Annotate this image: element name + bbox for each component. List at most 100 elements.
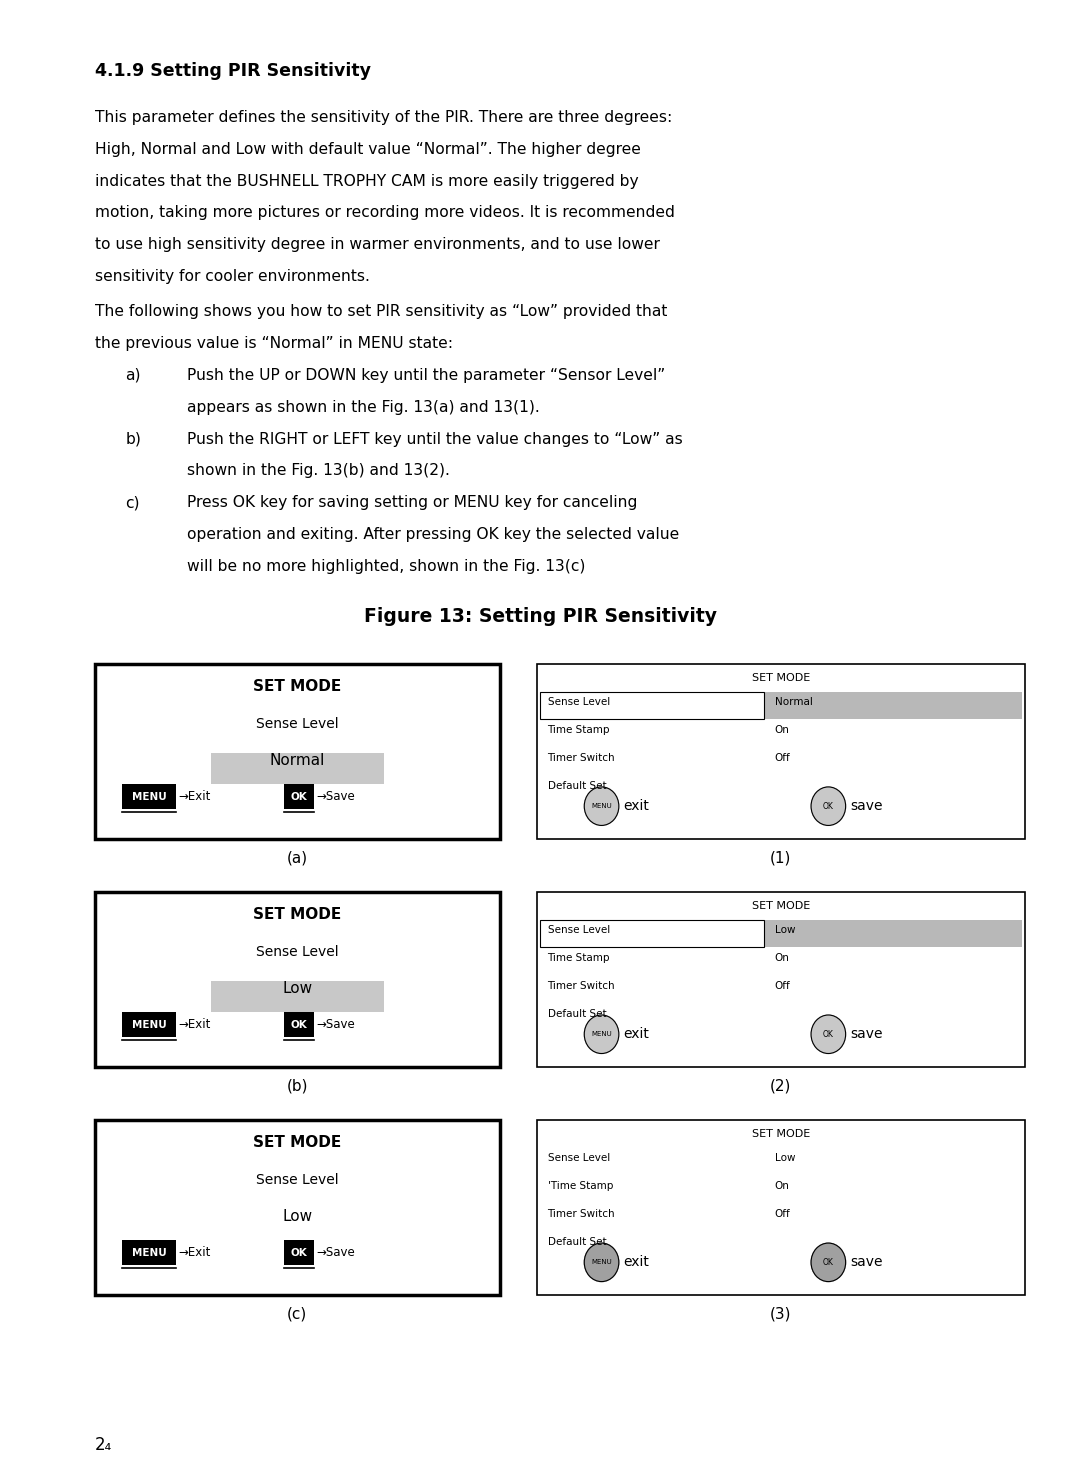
Text: MENU: MENU [591, 803, 612, 809]
Text: Sense Level: Sense Level [548, 1152, 610, 1163]
Text: Off: Off [774, 980, 791, 991]
Text: (2): (2) [770, 1078, 792, 1093]
Text: OK: OK [291, 1247, 308, 1257]
Text: →Save: →Save [316, 1246, 355, 1259]
Text: to use high sensitivity degree in warmer environments, and to use lower: to use high sensitivity degree in warmer… [95, 237, 660, 252]
Text: SET MODE: SET MODE [752, 900, 810, 911]
FancyBboxPatch shape [122, 1012, 176, 1037]
Text: OK: OK [291, 1019, 308, 1029]
Text: Low: Low [282, 980, 312, 995]
Text: →Exit: →Exit [178, 1017, 211, 1031]
Text: b): b) [125, 431, 141, 447]
FancyBboxPatch shape [211, 752, 383, 783]
FancyBboxPatch shape [95, 892, 500, 1066]
FancyBboxPatch shape [537, 663, 1025, 838]
Text: (1): (1) [770, 850, 792, 865]
Text: →Exit: →Exit [178, 1246, 211, 1259]
Text: Default Set: Default Set [548, 1009, 606, 1019]
Text: 4.1.9 Setting PIR Sensitivity: 4.1.9 Setting PIR Sensitivity [95, 62, 372, 80]
Text: Time Stamp: Time Stamp [548, 952, 610, 963]
Text: a): a) [125, 367, 140, 384]
Text: High, Normal and Low with default value “Normal”. The higher degree: High, Normal and Low with default value … [95, 142, 640, 157]
FancyBboxPatch shape [537, 892, 1025, 1066]
FancyBboxPatch shape [540, 920, 1022, 946]
Text: motion, taking more pictures or recording more videos. It is recommended: motion, taking more pictures or recordin… [95, 206, 675, 221]
Text: Normal: Normal [270, 752, 325, 767]
Text: OK: OK [291, 791, 308, 801]
Text: SET MODE: SET MODE [253, 906, 341, 921]
Text: Figure 13: Setting PIR Sensitivity: Figure 13: Setting PIR Sensitivity [364, 607, 716, 625]
Text: MENU: MENU [132, 791, 166, 801]
Text: operation and exiting. After pressing OK key the selected value: operation and exiting. After pressing OK… [187, 527, 679, 542]
Text: exit: exit [623, 1256, 649, 1269]
Text: OK: OK [823, 1257, 834, 1266]
Text: save: save [850, 800, 882, 813]
Text: Low: Low [282, 1208, 312, 1223]
Ellipse shape [584, 1014, 619, 1053]
Text: The following shows you how to set PIR sensitivity as “Low” provided that: The following shows you how to set PIR s… [95, 304, 667, 320]
Text: On: On [774, 724, 789, 735]
Text: MENU: MENU [132, 1247, 166, 1257]
Text: Time Stamp: Time Stamp [548, 724, 610, 735]
Text: SET MODE: SET MODE [253, 1134, 341, 1149]
Text: Low: Low [774, 1152, 795, 1163]
Text: c): c) [125, 495, 139, 511]
Text: MENU: MENU [591, 1031, 612, 1037]
Text: Timer Switch: Timer Switch [548, 980, 616, 991]
Text: Sense Level: Sense Level [548, 924, 610, 935]
Text: This parameter defines the sensitivity of the PIR. There are three degrees:: This parameter defines the sensitivity o… [95, 110, 672, 124]
Text: shown in the Fig. 13(b) and 13(2).: shown in the Fig. 13(b) and 13(2). [187, 464, 449, 478]
Text: Press OK key for saving setting or MENU key for canceling: Press OK key for saving setting or MENU … [187, 495, 637, 511]
Ellipse shape [811, 786, 846, 825]
Text: will be no more highlighted, shown in the Fig. 13(c): will be no more highlighted, shown in th… [187, 558, 585, 575]
Text: Default Set: Default Set [548, 780, 606, 791]
Text: MENU: MENU [132, 1019, 166, 1029]
Text: 2₄: 2₄ [95, 1437, 112, 1454]
FancyBboxPatch shape [211, 980, 383, 1012]
Text: SET MODE: SET MODE [752, 1129, 810, 1139]
FancyBboxPatch shape [284, 1012, 314, 1037]
Text: 'Time Stamp: 'Time Stamp [548, 1180, 613, 1191]
Text: Sense Level: Sense Level [256, 717, 339, 732]
Text: save: save [850, 1028, 882, 1041]
Text: Timer Switch: Timer Switch [548, 1208, 616, 1219]
Text: sensitivity for cooler environments.: sensitivity for cooler environments. [95, 270, 369, 284]
Text: exit: exit [623, 800, 649, 813]
Text: Low: Low [774, 924, 795, 935]
Text: Normal: Normal [774, 696, 813, 706]
Ellipse shape [811, 1014, 846, 1053]
Text: exit: exit [623, 1028, 649, 1041]
Text: OK: OK [823, 801, 834, 810]
Text: OK: OK [823, 1029, 834, 1038]
Text: SET MODE: SET MODE [253, 678, 341, 693]
Ellipse shape [584, 786, 619, 825]
Text: MENU: MENU [591, 1259, 612, 1265]
Text: Off: Off [774, 752, 791, 763]
Text: →Save: →Save [316, 1017, 355, 1031]
Text: Sense Level: Sense Level [256, 1173, 339, 1188]
Text: On: On [774, 1180, 789, 1191]
Text: Timer Switch: Timer Switch [548, 752, 616, 763]
FancyBboxPatch shape [95, 663, 500, 838]
FancyBboxPatch shape [122, 1240, 176, 1265]
Text: indicates that the BUSHNELL TROPHY CAM is more easily triggered by: indicates that the BUSHNELL TROPHY CAM i… [95, 173, 638, 188]
Text: (c): (c) [287, 1306, 308, 1321]
Text: (3): (3) [770, 1306, 792, 1321]
FancyBboxPatch shape [537, 1120, 1025, 1294]
Text: On: On [774, 952, 789, 963]
FancyBboxPatch shape [540, 920, 764, 946]
Text: (b): (b) [286, 1078, 308, 1093]
Text: (a): (a) [286, 850, 308, 865]
Text: the previous value is “Normal” in MENU state:: the previous value is “Normal” in MENU s… [95, 336, 453, 351]
Text: Sense Level: Sense Level [548, 696, 610, 706]
FancyBboxPatch shape [95, 1120, 500, 1294]
Text: SET MODE: SET MODE [752, 672, 810, 683]
Text: Default Set: Default Set [548, 1237, 606, 1247]
Text: Off: Off [774, 1208, 791, 1219]
FancyBboxPatch shape [284, 1240, 314, 1265]
Ellipse shape [584, 1243, 619, 1281]
Text: Push the UP or DOWN key until the parameter “Sensor Level”: Push the UP or DOWN key until the parame… [187, 367, 665, 384]
Text: Sense Level: Sense Level [256, 945, 339, 960]
Ellipse shape [811, 1243, 846, 1281]
Text: →Exit: →Exit [178, 789, 211, 803]
